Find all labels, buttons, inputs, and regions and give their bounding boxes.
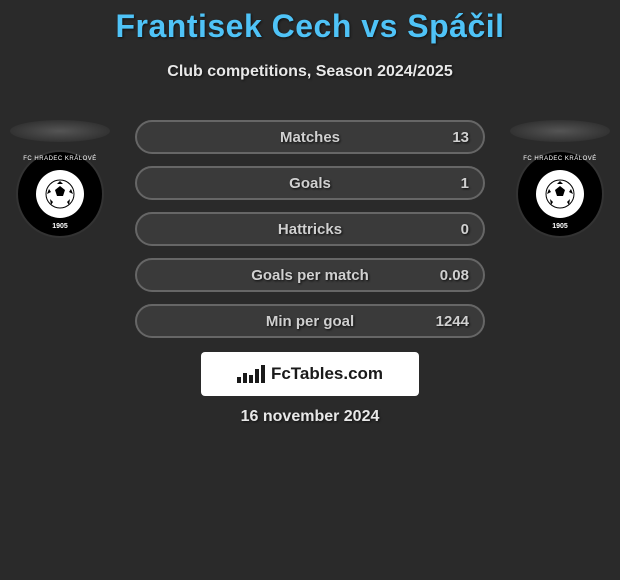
stat-label: Hattricks [278, 221, 342, 238]
stat-label: Goals [289, 175, 331, 192]
stat-value-right: 0.08 [440, 267, 469, 284]
fctables-logo: FcTables.com [201, 352, 419, 396]
stat-label: Min per goal [266, 313, 354, 330]
badge-inner-circle [36, 170, 84, 218]
date-text: 16 november 2024 [0, 408, 620, 426]
stat-row: Goals 1 [135, 166, 485, 200]
stat-row: Hattricks 0 [135, 212, 485, 246]
badge-shadow [510, 120, 610, 142]
stat-label: Goals per match [251, 267, 369, 284]
badge-club-name: FC HRADEC KRÁLOVÉ [18, 156, 102, 162]
badge-outer-circle: FC HRADEC KRÁLOVÉ 1905 [16, 150, 104, 238]
badge-club-name: FC HRADEC KRÁLOVÉ [518, 156, 602, 162]
stat-row: Min per goal 1244 [135, 304, 485, 338]
stat-value-right: 1 [461, 175, 469, 192]
stat-value-right: 13 [452, 129, 469, 146]
badge-year: 1905 [518, 223, 602, 230]
stat-value-right: 1244 [436, 313, 469, 330]
stat-value-right: 0 [461, 221, 469, 238]
soccer-ball-icon [45, 179, 75, 209]
club-badge-right: FC HRADEC KRÁLOVÉ 1905 [510, 120, 610, 210]
soccer-ball-icon [545, 179, 575, 209]
stat-row: Matches 13 [135, 120, 485, 154]
comparison-subtitle: Club competitions, Season 2024/2025 [0, 63, 620, 81]
stats-container: Matches 13 Goals 1 Hattricks 0 Goals per… [135, 120, 485, 350]
club-badge-left: FC HRADEC KRÁLOVÉ 1905 [10, 120, 110, 210]
bar-chart-icon [237, 365, 265, 383]
badge-year: 1905 [18, 223, 102, 230]
comparison-title: Frantisek Cech vs Spáčil [0, 0, 620, 45]
badge-inner-circle [536, 170, 584, 218]
stat-row: Goals per match 0.08 [135, 258, 485, 292]
logo-text: FcTables.com [271, 364, 383, 384]
badge-outer-circle: FC HRADEC KRÁLOVÉ 1905 [516, 150, 604, 238]
stat-label: Matches [280, 129, 340, 146]
badge-shadow [10, 120, 110, 142]
